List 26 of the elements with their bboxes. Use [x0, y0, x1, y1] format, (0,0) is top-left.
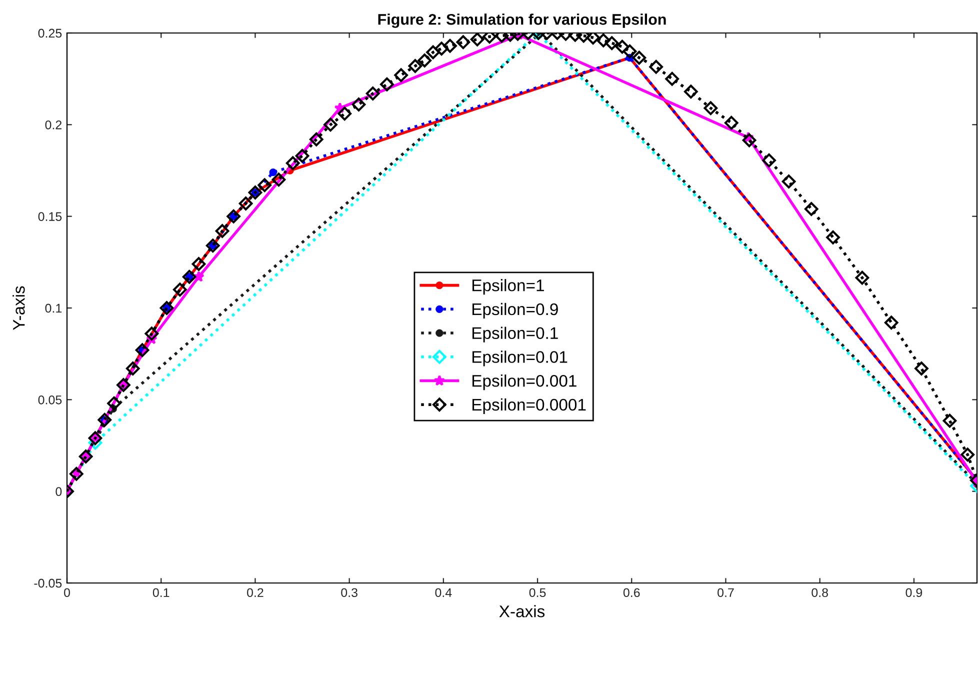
- x-tick-label: 0.7: [718, 588, 734, 598]
- x-tick-label: 0.9: [906, 588, 922, 598]
- x-tick-label: 0.6: [623, 588, 640, 598]
- x-tick-label: 0: [64, 588, 70, 598]
- y-tick-label: 0.2: [45, 120, 62, 130]
- legend-label: Epsilon=0.9: [472, 302, 558, 318]
- x-tick-label: 0.1: [152, 588, 170, 598]
- x-tick-label: 0.3: [341, 588, 358, 598]
- y-tick-label: 0.05: [38, 395, 62, 404]
- x-tick-label: 0.4: [435, 588, 452, 598]
- legend-label: Epsilon=1: [472, 279, 544, 295]
- legend-label: Epsilon=0.01: [472, 350, 568, 366]
- x-tick-label: 0.8: [812, 588, 828, 598]
- x-axis-title: X-axis: [499, 605, 545, 618]
- y-tick-label: 0.1: [45, 304, 62, 313]
- y-tick-label: -0.05: [34, 578, 62, 588]
- y-tick-label: 0.25: [38, 28, 62, 38]
- chart-title: Figure 2: Simulation for various Epsilon: [378, 14, 666, 28]
- x-tick-label: 0.5: [529, 588, 546, 598]
- legend-label: Epsilon=0.001: [472, 374, 576, 390]
- legend-label: Epsilon=0.0001: [472, 398, 586, 414]
- x-tick-label: 0.2: [247, 588, 264, 598]
- legend-label: Epsilon=0.1: [472, 326, 558, 342]
- y-axis-title: Y-axis: [12, 286, 25, 330]
- y-tick-label: 0.15: [38, 212, 62, 221]
- y-tick-label: 0: [56, 487, 62, 496]
